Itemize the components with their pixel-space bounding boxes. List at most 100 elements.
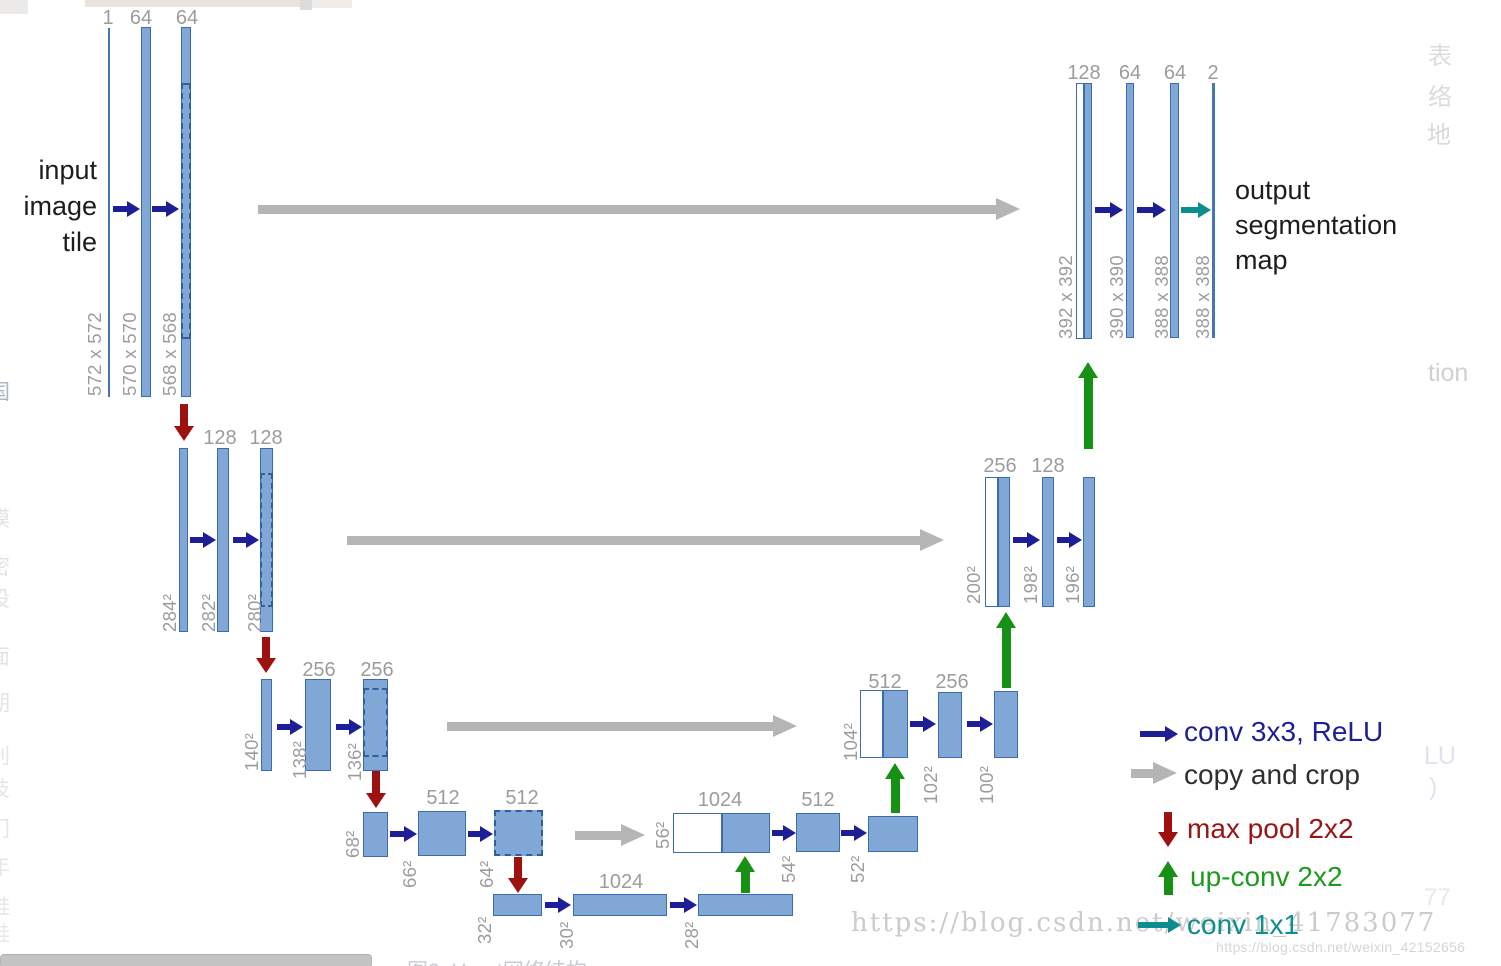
arrow-shaft bbox=[336, 724, 351, 730]
edge-text-fragment: 年 bbox=[0, 851, 10, 881]
feature-size-label: 32² bbox=[474, 916, 495, 944]
ghost-text: ) bbox=[1429, 773, 1438, 801]
edge-text-fragment: 门 bbox=[0, 813, 10, 843]
upconv-arrow bbox=[735, 856, 755, 893]
maxpool-arrow bbox=[256, 637, 276, 673]
conv3x3-arrow bbox=[1013, 531, 1040, 549]
arrow-shaft bbox=[372, 771, 380, 795]
conv3x3-arrow bbox=[336, 718, 362, 736]
feature-map-bar bbox=[994, 691, 1018, 758]
arrow-shaft bbox=[233, 537, 248, 543]
conv3x3-arrow bbox=[967, 715, 993, 733]
maxpool-arrow bbox=[1158, 812, 1178, 847]
arrow-head bbox=[366, 793, 386, 808]
ghost-text: 77 bbox=[1424, 884, 1451, 911]
channel-count-label: 512 bbox=[505, 787, 539, 809]
feature-map-bar bbox=[1042, 477, 1054, 607]
feature-map-bar bbox=[181, 27, 191, 397]
arrow-head bbox=[1078, 362, 1098, 378]
arrow-shaft bbox=[1013, 537, 1029, 543]
conv1x1-arrow bbox=[1181, 201, 1211, 219]
feature-size-label: 388 x 388 bbox=[1192, 255, 1213, 339]
arrow-head bbox=[684, 896, 697, 913]
arrow-shaft bbox=[670, 902, 686, 908]
arrow-head bbox=[127, 200, 140, 217]
conv3x3-arrow bbox=[545, 896, 571, 914]
arrow-shaft bbox=[1163, 875, 1173, 895]
arrow-shaft bbox=[262, 637, 270, 660]
input-label-line: tile bbox=[62, 227, 97, 257]
upconv-arrow bbox=[996, 612, 1016, 688]
arrow-head bbox=[1165, 725, 1178, 742]
arrow-shaft bbox=[390, 831, 406, 837]
arrow-head bbox=[1158, 832, 1178, 847]
feature-map-bar bbox=[494, 810, 543, 856]
feature-map-bar bbox=[698, 894, 793, 916]
feature-map-bar bbox=[108, 28, 110, 397]
arrow-head bbox=[854, 824, 867, 841]
legend-label-upconv: up-conv 2x2 bbox=[1190, 861, 1343, 892]
arrow-shaft bbox=[1140, 731, 1167, 737]
arrow-head bbox=[349, 718, 362, 735]
image-edge-artifact bbox=[85, 0, 300, 7]
copy-crop-arrow bbox=[1131, 762, 1177, 784]
channel-count-label: 64 bbox=[1118, 62, 1142, 84]
ghost-text: LU bbox=[1424, 742, 1456, 770]
feature-size-label: 64² bbox=[476, 860, 497, 888]
arrow-shaft bbox=[277, 724, 292, 730]
copy-crop-arrow bbox=[347, 529, 944, 551]
arrow-shaft bbox=[113, 206, 129, 212]
arrow-shaft bbox=[1131, 768, 1155, 778]
input-image-tile-label: input image tile bbox=[0, 152, 97, 260]
channel-count-label: 2 bbox=[1207, 62, 1219, 84]
feature-map-bar bbox=[363, 679, 388, 771]
arrow-shaft bbox=[1181, 207, 1200, 213]
arrow-shaft bbox=[910, 721, 925, 727]
ghost-text: 络 bbox=[1428, 84, 1452, 111]
arrow-head bbox=[1153, 201, 1166, 218]
arrow-shaft bbox=[1137, 207, 1155, 213]
channel-count-label: 128 bbox=[1067, 62, 1101, 84]
arrow-shaft bbox=[575, 830, 623, 840]
feature-map-bar bbox=[260, 448, 273, 632]
feature-size-label: 392 x 392 bbox=[1055, 255, 1076, 339]
conv3x3-arrow bbox=[1057, 531, 1082, 549]
channel-count-label: 256 bbox=[983, 455, 1017, 477]
conv3x3-arrow bbox=[113, 200, 140, 218]
crop-region-outline bbox=[181, 83, 191, 339]
arrow-shaft bbox=[152, 206, 168, 212]
channel-count-label: 256 bbox=[935, 671, 969, 693]
arrow-shaft bbox=[180, 404, 188, 428]
feature-map-bar bbox=[938, 692, 962, 758]
arrow-shaft bbox=[1164, 812, 1172, 834]
arrow-head bbox=[1198, 201, 1211, 218]
edge-text-fragment: 国 bbox=[0, 376, 10, 406]
feature-map-bar bbox=[998, 477, 1010, 607]
arrow-shaft bbox=[890, 777, 900, 813]
channel-count-label: 512 bbox=[801, 789, 835, 811]
arrow-head bbox=[783, 824, 796, 841]
arrow-shaft bbox=[967, 721, 982, 727]
arrow-head bbox=[290, 718, 303, 735]
feature-size-label: 200² bbox=[963, 565, 984, 604]
conv3x3-arrow bbox=[1140, 725, 1178, 743]
copied-feature-map-bar bbox=[860, 690, 883, 758]
arrow-head bbox=[621, 824, 645, 846]
arrow-shaft bbox=[1095, 207, 1112, 213]
arrow-head bbox=[1153, 762, 1177, 784]
copy-crop-arrow bbox=[575, 824, 645, 846]
arrow-shaft bbox=[347, 535, 922, 545]
feature-size-label: 56² bbox=[652, 821, 673, 849]
image-edge-artifact bbox=[300, 0, 312, 10]
conv3x3-arrow bbox=[390, 825, 417, 843]
arrow-shaft bbox=[772, 830, 785, 836]
channel-count-label: 256 bbox=[302, 659, 336, 681]
upconv-arrow bbox=[885, 763, 905, 813]
channel-count-label: 128 bbox=[203, 427, 237, 449]
arrow-head bbox=[735, 856, 755, 872]
arrow-head bbox=[166, 200, 179, 217]
conv3x3-arrow bbox=[841, 824, 867, 842]
channel-count-label: 1024 bbox=[598, 871, 644, 893]
arrow-shaft bbox=[841, 830, 856, 836]
arrow-shaft bbox=[190, 537, 205, 543]
